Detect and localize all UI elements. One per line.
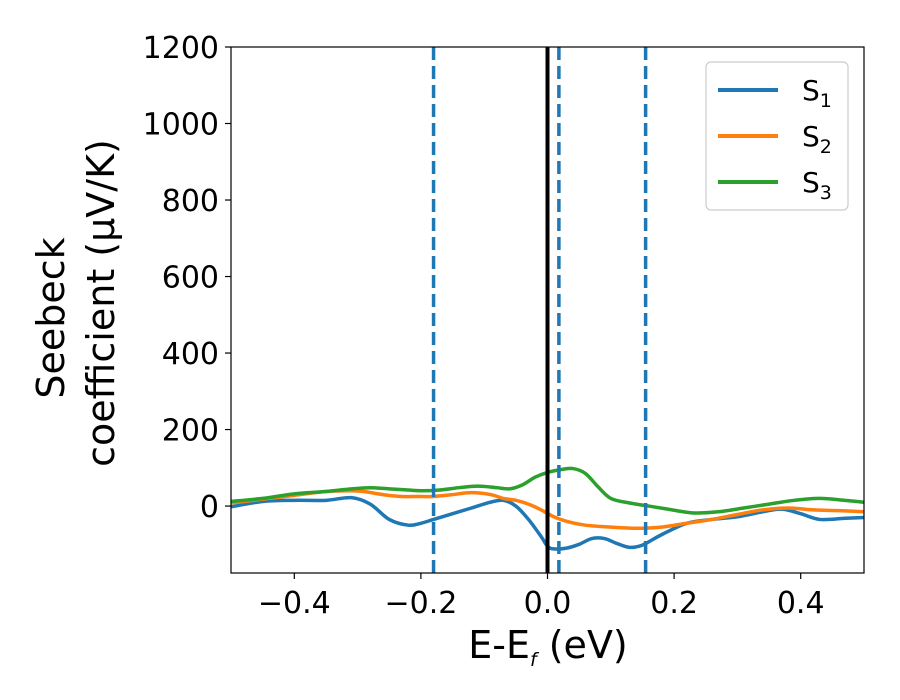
y-tick-label: 0 [200,490,219,525]
legend-label: S1 [802,74,832,112]
legend-entry-s2: S2 [718,120,832,158]
y-tick-label: 800 [162,184,219,219]
plot-content [231,47,864,573]
y-axis-label: Seebeck coefficient (μV/K) [29,139,123,467]
legend-entry-s3: S3 [718,166,832,204]
x-axis-label-subscript: f [530,649,540,671]
legend-label: S3 [802,166,832,204]
y-tick-label: 1200 [143,31,219,66]
legend: S1 S2 S3 [705,61,849,211]
y-axis-label-line1: Seebeck [29,237,73,398]
x-tick-label: −0.4 [258,586,331,621]
x-tick-label: −0.2 [384,586,457,621]
x-tick-label: 0.4 [777,586,825,621]
x-tick-label: 0.0 [524,586,572,621]
series-line-s1 [231,495,864,551]
axes: −0.4 −0.2 0.0 0.2 0.4 0 200 400 600 800 1000 1200 [143,31,865,621]
series-line-s2 [231,489,864,530]
y-tick-label: 600 [162,261,219,296]
plot-area [231,47,864,573]
y-tick-label: 1000 [143,108,219,143]
y-axis-label-line2: coefficient (μV/K) [79,139,123,467]
legend-label: S2 [802,120,832,158]
x-tick-label: 0.2 [650,586,698,621]
y-tick-label: 400 [162,337,219,372]
y-tick-label: 200 [162,414,219,449]
x-axis-label-unit: (eV) [537,623,628,667]
x-axis-label: E-Ef (eV) [468,623,628,671]
legend-entry-s1: S1 [718,74,832,112]
